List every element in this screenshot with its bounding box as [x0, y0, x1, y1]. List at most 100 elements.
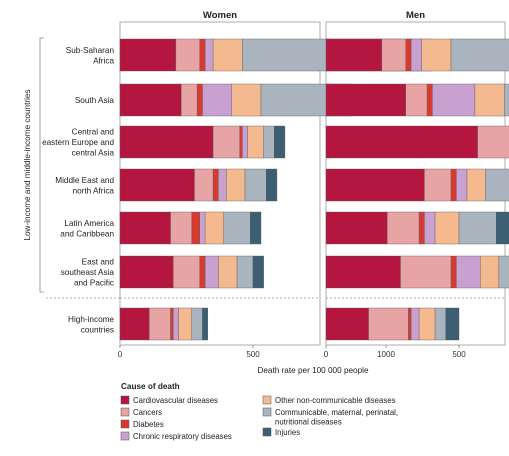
legend-swatch: [120, 431, 130, 441]
bar-segment: [119, 168, 195, 202]
bar-segment: [498, 255, 509, 289]
bar-segment: [424, 168, 452, 202]
bar-segment: [244, 168, 267, 202]
bar-segment: [260, 83, 331, 117]
bar-segment: [477, 125, 509, 159]
bar-segment: [196, 83, 203, 117]
bar-segment: [274, 125, 286, 159]
bar-segment: [408, 307, 412, 341]
category-label: Africa: [93, 56, 114, 65]
bar-segment: [381, 38, 406, 72]
legend-label: nutritional diseases: [275, 418, 342, 427]
bar-segment: [149, 307, 171, 341]
bar-segment: [170, 307, 174, 341]
bar-segment: [445, 307, 460, 341]
bar-segment: [231, 83, 262, 117]
bar-segment: [236, 255, 254, 289]
bar-segment: [266, 168, 278, 202]
bar-segment: [119, 211, 171, 245]
bar-segment: [450, 168, 457, 202]
category-label: High-income: [68, 315, 114, 324]
bar-segment: [199, 211, 206, 245]
bar-segment: [410, 307, 420, 341]
bar-segment: [410, 38, 422, 72]
bar-segment: [204, 211, 224, 245]
bar-segment: [474, 83, 505, 117]
legend-label: Injuries: [275, 428, 300, 437]
bar-segment: [191, 307, 203, 341]
bar-segment: [172, 307, 179, 341]
bar-segment: [450, 38, 509, 72]
bar-segment: [119, 125, 214, 159]
legend-label: Chronic respiratory diseases: [133, 432, 232, 441]
legend-label: Cancers: [133, 408, 162, 417]
bar-segment: [175, 38, 201, 72]
bar-segment: [204, 38, 214, 72]
bar-segment: [212, 168, 219, 202]
bar-segment: [119, 38, 177, 72]
category-label: and Pacific: [74, 279, 114, 288]
bar-segment: [368, 307, 409, 341]
legend-swatch: [262, 407, 272, 417]
x-tick-label: 500: [452, 350, 466, 359]
legend-swatch: [120, 419, 130, 429]
bar-segment: [418, 307, 436, 341]
bar-segment: [194, 168, 214, 202]
x-axis-label: Death rate per 100 000 people: [257, 366, 369, 375]
panel-title-men: Men: [406, 10, 425, 21]
bar-segment: [386, 211, 420, 245]
legend-swatch: [262, 427, 272, 437]
bar-segment: [119, 255, 174, 289]
bar-segment: [180, 83, 198, 117]
category-label: Middle East and: [55, 176, 114, 185]
bar-segment: [400, 255, 452, 289]
group-bracket: [39, 37, 44, 293]
category-label: Central and: [72, 128, 115, 137]
legend-title: Cause of death: [121, 382, 180, 391]
category-label: eastern Europe and: [42, 138, 114, 147]
x-tick-label: 1000: [377, 350, 395, 359]
bar-segment: [434, 211, 460, 245]
legend-swatch: [120, 407, 130, 417]
legend-label: Communicable, maternal, perinatal,: [275, 408, 398, 417]
legend-label: Cardiovascular diseases: [133, 396, 218, 405]
bar-segment: [199, 255, 206, 289]
bar-segment: [325, 38, 383, 72]
legend-label: Diabetes: [133, 420, 164, 429]
legend-swatch: [262, 395, 272, 405]
bar-segment: [421, 38, 452, 72]
bar-segment: [239, 125, 243, 159]
category-label: Latin America: [64, 219, 114, 228]
bar-segment: [434, 307, 446, 341]
category-label: north Africa: [73, 186, 115, 195]
category-label: and Caribbean: [60, 229, 114, 238]
bar-segment: [456, 168, 468, 202]
bar-segment: [325, 255, 401, 289]
bar-segment: [226, 168, 246, 202]
bar-segment: [250, 211, 262, 245]
bar-segment: [418, 211, 425, 245]
x-tick-label: 0: [324, 350, 329, 359]
bar-segment: [405, 38, 412, 72]
bar-segment: [172, 255, 200, 289]
bar-segment: [325, 168, 425, 202]
bar-segment: [325, 83, 407, 117]
category-label: East and: [82, 258, 115, 267]
x-tick-label: 500: [246, 350, 260, 359]
bar-segment: [426, 83, 433, 117]
x-tick-label: 0: [118, 350, 123, 359]
bar-segment: [424, 211, 436, 245]
category-label: southeast Asia: [61, 268, 115, 277]
bar-segment: [178, 307, 193, 341]
bar-segment: [504, 83, 509, 117]
category-label: central Asia: [72, 149, 115, 158]
bar-segment: [432, 83, 476, 117]
bar-segment: [456, 255, 481, 289]
bar-segment: [212, 125, 240, 159]
legend-label: Other non-communicable diseases: [275, 396, 396, 405]
category-label: countries: [81, 325, 114, 334]
bar-segment: [218, 255, 238, 289]
category-label: Sub-Saharan: [66, 46, 115, 55]
